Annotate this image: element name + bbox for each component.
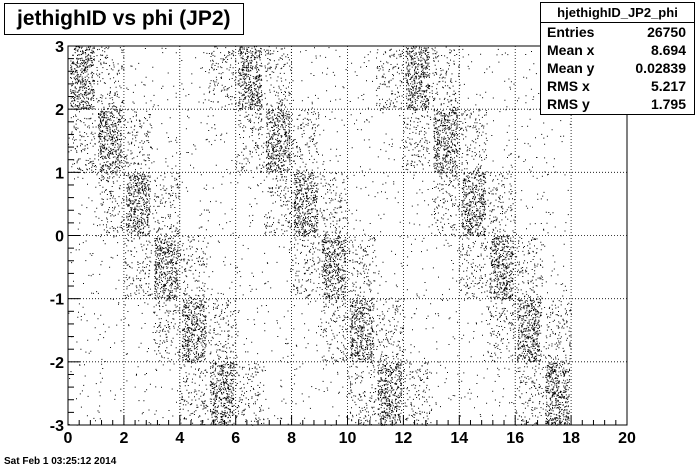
- stats-row-mean-x: Mean x 8.694: [541, 41, 694, 59]
- grid-lines: [68, 46, 627, 425]
- stats-row-rms-y: RMS y 1.795: [541, 95, 694, 113]
- stats-value: 5.217: [650, 78, 686, 94]
- stats-key: Mean x: [547, 42, 595, 58]
- stats-value: 8.694: [650, 42, 686, 58]
- x-tick-label: 4: [175, 430, 184, 447]
- y-tick-label: -3: [50, 418, 64, 435]
- y-tick-label: -2: [50, 355, 64, 372]
- x-tick-label: 20: [618, 430, 636, 447]
- x-tick-label: 0: [64, 430, 73, 447]
- statistics-box: hjethighID_JP2_phi Entries 26750 Mean x …: [540, 2, 695, 115]
- stats-row-rms-x: RMS x 5.217: [541, 77, 694, 95]
- stats-key: Mean y: [547, 60, 595, 76]
- y-tick-label: 1: [55, 165, 64, 182]
- x-tick-label: 12: [395, 430, 413, 447]
- data-points: [68, 46, 573, 426]
- y-tick-label: 3: [55, 39, 64, 56]
- x-tick-label: 14: [450, 430, 468, 447]
- stats-value: 0.02839: [635, 60, 686, 76]
- x-tick-label: 8: [287, 430, 296, 447]
- stats-key: RMS y: [547, 96, 590, 112]
- stats-key: RMS x: [547, 78, 590, 94]
- chart-title: jethighID vs phi (JP2): [17, 7, 231, 30]
- y-tick-labels: -3 -2 -1 0 1 2 3: [50, 39, 64, 435]
- x-tick-label: 18: [562, 430, 580, 447]
- scatter-points: [68, 46, 573, 426]
- stats-value: 1.795: [650, 96, 686, 112]
- stats-value: 26750: [647, 24, 686, 40]
- stats-histogram-name: hjethighID_JP2_phi: [541, 3, 694, 23]
- x-tick-label: 16: [506, 430, 524, 447]
- chart-title-box: jethighID vs phi (JP2): [4, 3, 244, 35]
- axis-ticks: [67, 45, 628, 426]
- y-tick-label: 2: [55, 102, 64, 119]
- x-tick-label: 2: [119, 430, 128, 447]
- x-tick-labels: 0 2 4 6 8 10 12 14 16 18 20: [64, 430, 636, 447]
- timestamp: Sat Feb 1 03:25:12 2014: [4, 456, 117, 467]
- stats-row-entries: Entries 26750: [541, 23, 694, 41]
- x-tick-label: 6: [231, 430, 240, 447]
- stats-row-mean-y: Mean y 0.02839: [541, 59, 694, 77]
- stats-key: Entries: [547, 24, 595, 40]
- x-tick-label: 10: [339, 430, 357, 447]
- y-tick-label: -1: [50, 292, 64, 309]
- y-tick-label: 0: [55, 229, 64, 246]
